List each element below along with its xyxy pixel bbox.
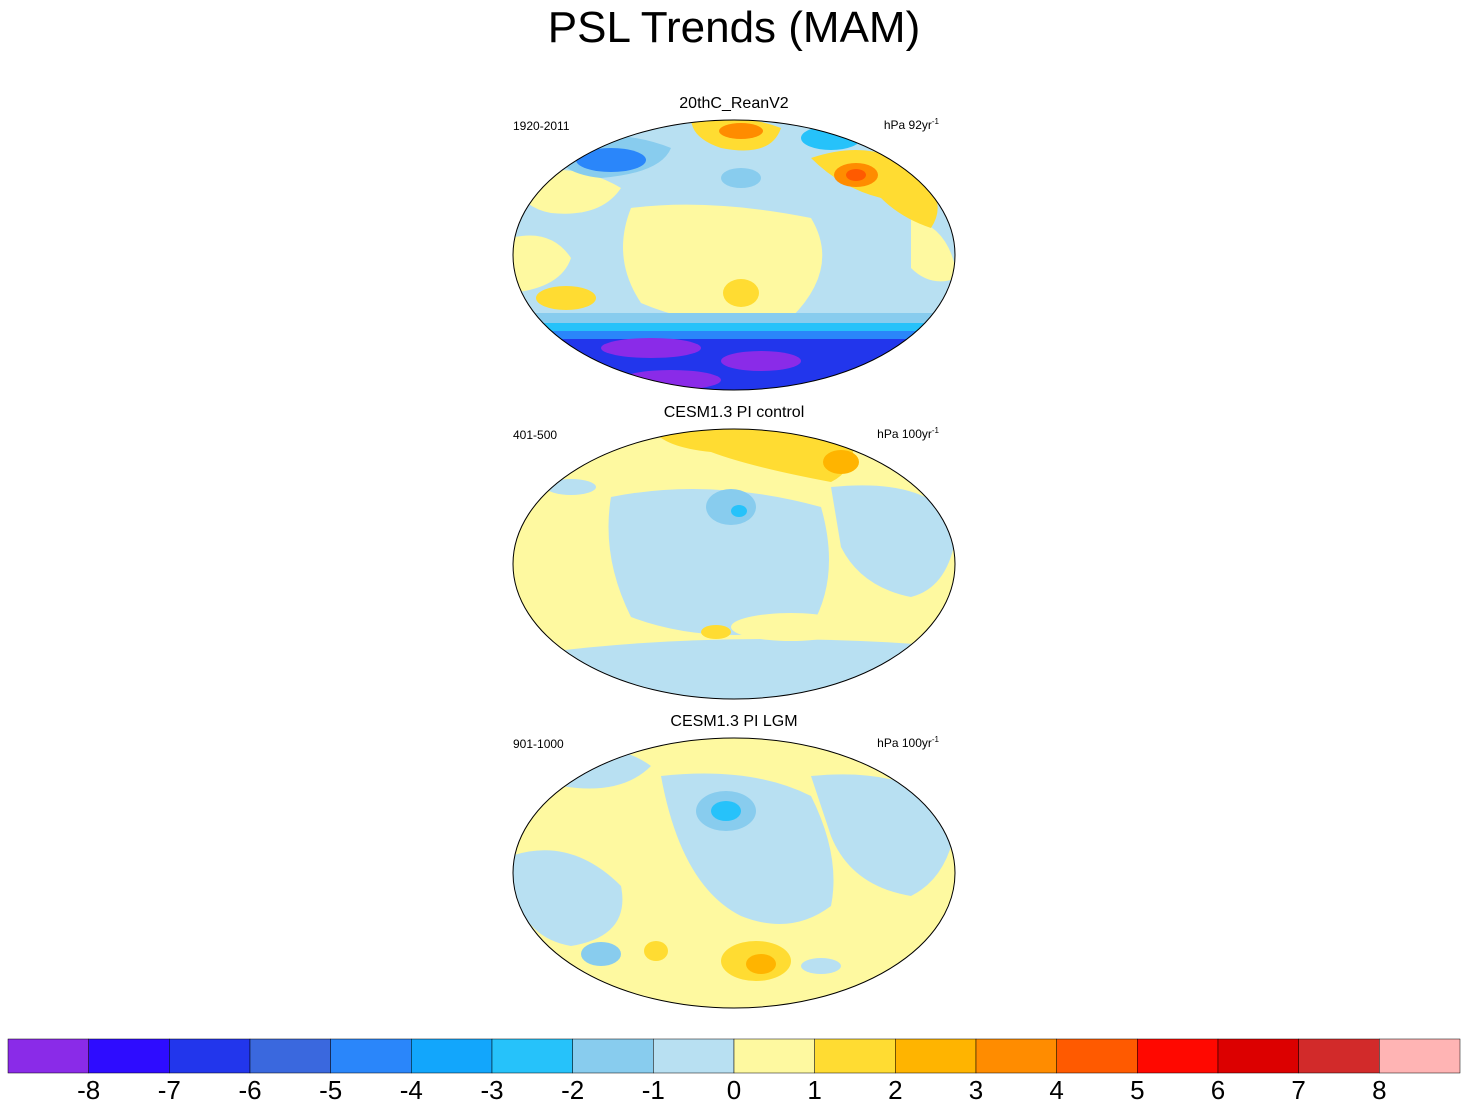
colorbar-swatch <box>572 1038 654 1074</box>
panel-pi-control: CESM1.3 PI control 401-500 hPa 100yr-1 <box>505 404 963 704</box>
panel-title: 20thC_ReanV2 <box>679 95 789 112</box>
colorbar-tick-label: 5 <box>1130 1075 1145 1105</box>
colorbar <box>7 1038 1461 1074</box>
panel-period: 1920-2011 <box>513 119 570 133</box>
colorbar-swatch <box>653 1038 735 1074</box>
colorbar-swatch <box>1298 1038 1380 1074</box>
colorbar-swatch <box>1137 1038 1219 1074</box>
colorbar-swatch <box>1379 1038 1461 1074</box>
panel-title: CESM1.3 PI control <box>663 404 805 421</box>
panel-pi-lgm: CESM1.3 PI LGM 901-1000 hPa 100yr-1 <box>505 713 963 1013</box>
colorbar-tick-label: 4 <box>1049 1075 1064 1105</box>
colorbar-tick-label: -6 <box>238 1075 262 1105</box>
map-pi-lgm <box>512 737 956 1009</box>
panel-title: CESM1.3 PI LGM <box>670 713 798 730</box>
colorbar-swatch <box>330 1038 412 1074</box>
colorbar-swatch <box>411 1038 493 1074</box>
colorbar-tick-label: 6 <box>1210 1075 1226 1105</box>
colorbar-tick-label: -2 <box>561 1075 585 1105</box>
colorbar-tick-label: 0 <box>726 1075 742 1105</box>
colorbar-swatch <box>169 1038 251 1074</box>
colorbar-tick-label: 1 <box>807 1075 822 1105</box>
colorbar-swatch <box>975 1038 1057 1074</box>
colorbar-swatch <box>1056 1038 1138 1074</box>
panel-units: hPa 100yr-1 <box>877 426 939 441</box>
panel-period: 401-500 <box>513 428 558 442</box>
panel-units: hPa 100yr-1 <box>877 735 939 750</box>
colorbar-swatch <box>249 1038 331 1074</box>
map-reanalysis <box>512 119 956 391</box>
colorbar-swatch <box>814 1038 896 1074</box>
colorbar-tick-label: -8 <box>77 1075 101 1105</box>
colorbar-tick-label: 8 <box>1372 1075 1387 1105</box>
colorbar-labels: -8 -7 -6 -5 -4 -3 -2 -1 0 1 2 3 4 5 6 7 8 <box>0 1075 1468 1111</box>
colorbar-tick-label: 3 <box>968 1075 984 1105</box>
colorbar-swatch <box>491 1038 573 1074</box>
panel-units: hPa 92yr-1 <box>883 117 939 132</box>
colorbar-tick-label: -4 <box>399 1075 423 1105</box>
panel-reanalysis: 20thC_ReanV2 1920-2011 hPa 92yr-1 <box>505 95 963 395</box>
colorbar-tick-label: 2 <box>888 1075 903 1105</box>
colorbar-tick-label: -7 <box>157 1075 181 1105</box>
colorbar-tick-label: -1 <box>641 1075 665 1105</box>
colorbar-swatch <box>895 1038 977 1074</box>
colorbar-swatch <box>7 1038 89 1074</box>
map-pi-control <box>512 428 956 700</box>
colorbar-swatch <box>88 1038 170 1074</box>
colorbar-tick-label: -5 <box>319 1075 343 1105</box>
colorbar-tick-label: 7 <box>1291 1075 1306 1105</box>
colorbar-swatch <box>733 1038 815 1074</box>
panel-period: 901-1000 <box>513 737 564 751</box>
figure-title: PSL Trends (MAM) <box>547 3 921 52</box>
colorbar-swatch <box>1217 1038 1299 1074</box>
colorbar-tick-label: -3 <box>480 1075 504 1105</box>
